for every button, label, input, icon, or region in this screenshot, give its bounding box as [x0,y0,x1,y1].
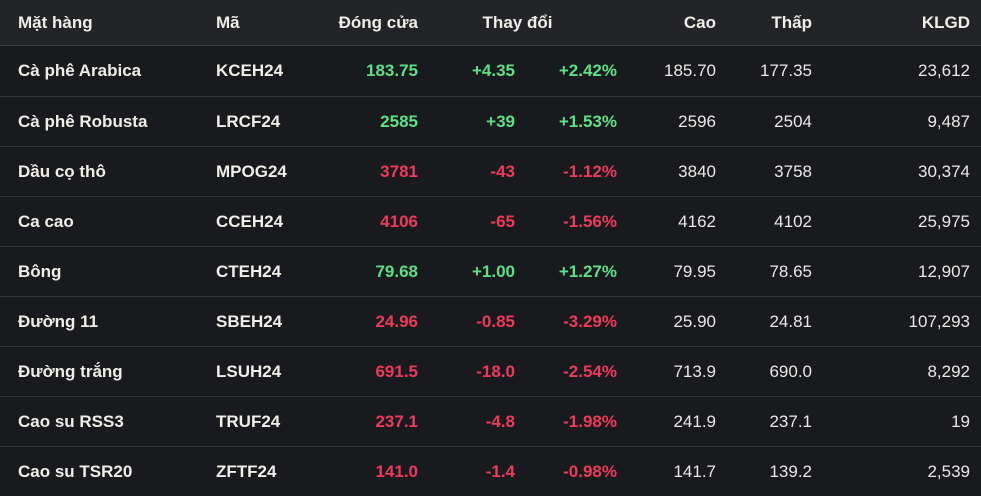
volume: 25,975 [918,211,970,231]
volume: 23,612 [918,61,970,80]
header-commodity: Mặt hàng [18,12,93,32]
table-row[interactable]: Cà phê Arabica KCEH24 183.75 +4.35 +2.42… [0,46,981,96]
table-row[interactable]: Cao su TSR20 ZFTF24 141.0 -1.4 -0.98% 14… [0,446,981,496]
commodity-name: Cà phê Robusta [18,111,148,131]
table-row[interactable]: Cao su RSS3 TRUF24 237.1 -4.8 -1.98% 241… [0,396,981,446]
high-price: 79.95 [673,261,716,281]
header-change: Thay đổi [482,12,553,32]
ticker-code: LRCF24 [216,111,281,131]
change-value: -0.85 [476,311,515,331]
high-price: 713.9 [673,361,716,381]
header-code: Mã [216,12,240,32]
change-value: +39 [486,111,515,131]
commodity-name: Cao su RSS3 [18,411,124,431]
header-volume: KLGD [921,12,970,32]
ticker-code: CTEH24 [216,261,282,281]
table-row[interactable]: Cà phê Robusta LRCF24 2585 +39 +1.53% 25… [0,96,981,146]
close-price: 2585 [380,111,418,131]
high-price: 141.7 [673,461,716,481]
volume: 19 [951,411,970,431]
change-percent: +2.42% [558,61,617,80]
commodity-name: Cao su TSR20 [18,461,133,481]
table-row[interactable]: Bông CTEH24 79.68 +1.00 +1.27% 79.95 78.… [0,246,981,296]
high-price: 241.9 [673,411,716,431]
commodity-name: Đường trắng [18,361,123,381]
high-price: 25.90 [673,311,716,331]
low-price: 78.65 [769,261,812,281]
close-price: 3781 [380,161,418,181]
ticker-code: KCEH24 [216,61,284,80]
high-price: 3840 [678,161,716,181]
change-value: +1.00 [471,261,515,281]
change-percent: -0.98% [563,461,617,481]
change-value: -4.8 [485,411,515,431]
close-price: 183.75 [366,61,418,80]
change-value: -1.4 [485,461,515,481]
volume: 9,487 [927,111,970,131]
change-percent: -1.98% [563,411,617,431]
table-header: Mặt hàng Mã Đóng cửa Thay đổi Cao Thấp K… [0,0,981,46]
ticker-code: SBEH24 [216,311,283,331]
ticker-code: TRUF24 [216,411,281,431]
table-row[interactable]: Dầu cọ thô MPOG24 3781 -43 -1.12% 3840 3… [0,146,981,196]
change-value: -65 [490,211,515,231]
close-price: 691.5 [375,361,418,381]
change-value: -43 [490,161,515,181]
volume: 8,292 [927,361,970,381]
high-price: 4162 [678,211,716,231]
low-price: 24.81 [769,311,812,331]
commodity-name: Đường 11 [18,311,99,331]
header-low: Thấp [771,12,812,32]
high-price: 185.70 [664,61,716,80]
low-price: 4102 [774,211,812,231]
change-percent: +1.27% [558,261,617,281]
close-price: 24.96 [375,311,418,331]
close-price: 4106 [380,211,418,231]
change-value: -18.0 [476,361,515,381]
header-close: Đóng cửa [338,12,418,32]
change-percent: -1.12% [563,161,617,181]
volume: 2,539 [927,461,970,481]
ticker-code: CCEH24 [216,211,284,231]
header-high: Cao [683,12,716,32]
change-percent: -2.54% [563,361,617,381]
close-price: 237.1 [375,411,418,431]
low-price: 690.0 [769,361,812,381]
change-percent: -3.29% [563,311,617,331]
commodity-name: Cà phê Arabica [18,61,142,80]
low-price: 3758 [774,161,812,181]
commodity-name: Dầu cọ thô [18,161,106,181]
low-price: 237.1 [769,411,812,431]
low-price: 139.2 [769,461,812,481]
volume: 30,374 [918,161,970,181]
table-row[interactable]: Ca cao CCEH24 4106 -65 -1.56% 4162 4102 … [0,196,981,246]
volume: 12,907 [918,261,970,281]
ticker-code: LSUH24 [216,361,282,381]
volume: 107,293 [908,311,970,331]
change-value: +4.35 [471,61,515,80]
table-row[interactable]: Đường 11 SBEH24 24.96 -0.85 -3.29% 25.90… [0,296,981,346]
table-row[interactable]: Đường trắng LSUH24 691.5 -18.0 -2.54% 71… [0,346,981,396]
change-percent: -1.56% [563,211,617,231]
close-price: 79.68 [375,261,418,281]
ticker-code: MPOG24 [216,161,287,181]
ticker-code: ZFTF24 [216,461,277,481]
commodity-name: Ca cao [18,211,74,231]
low-price: 177.35 [760,61,812,80]
commodity-name: Bông [18,261,62,281]
close-price: 141.0 [375,461,418,481]
change-percent: +1.53% [558,111,617,131]
low-price: 2504 [774,111,812,131]
high-price: 2596 [678,111,716,131]
